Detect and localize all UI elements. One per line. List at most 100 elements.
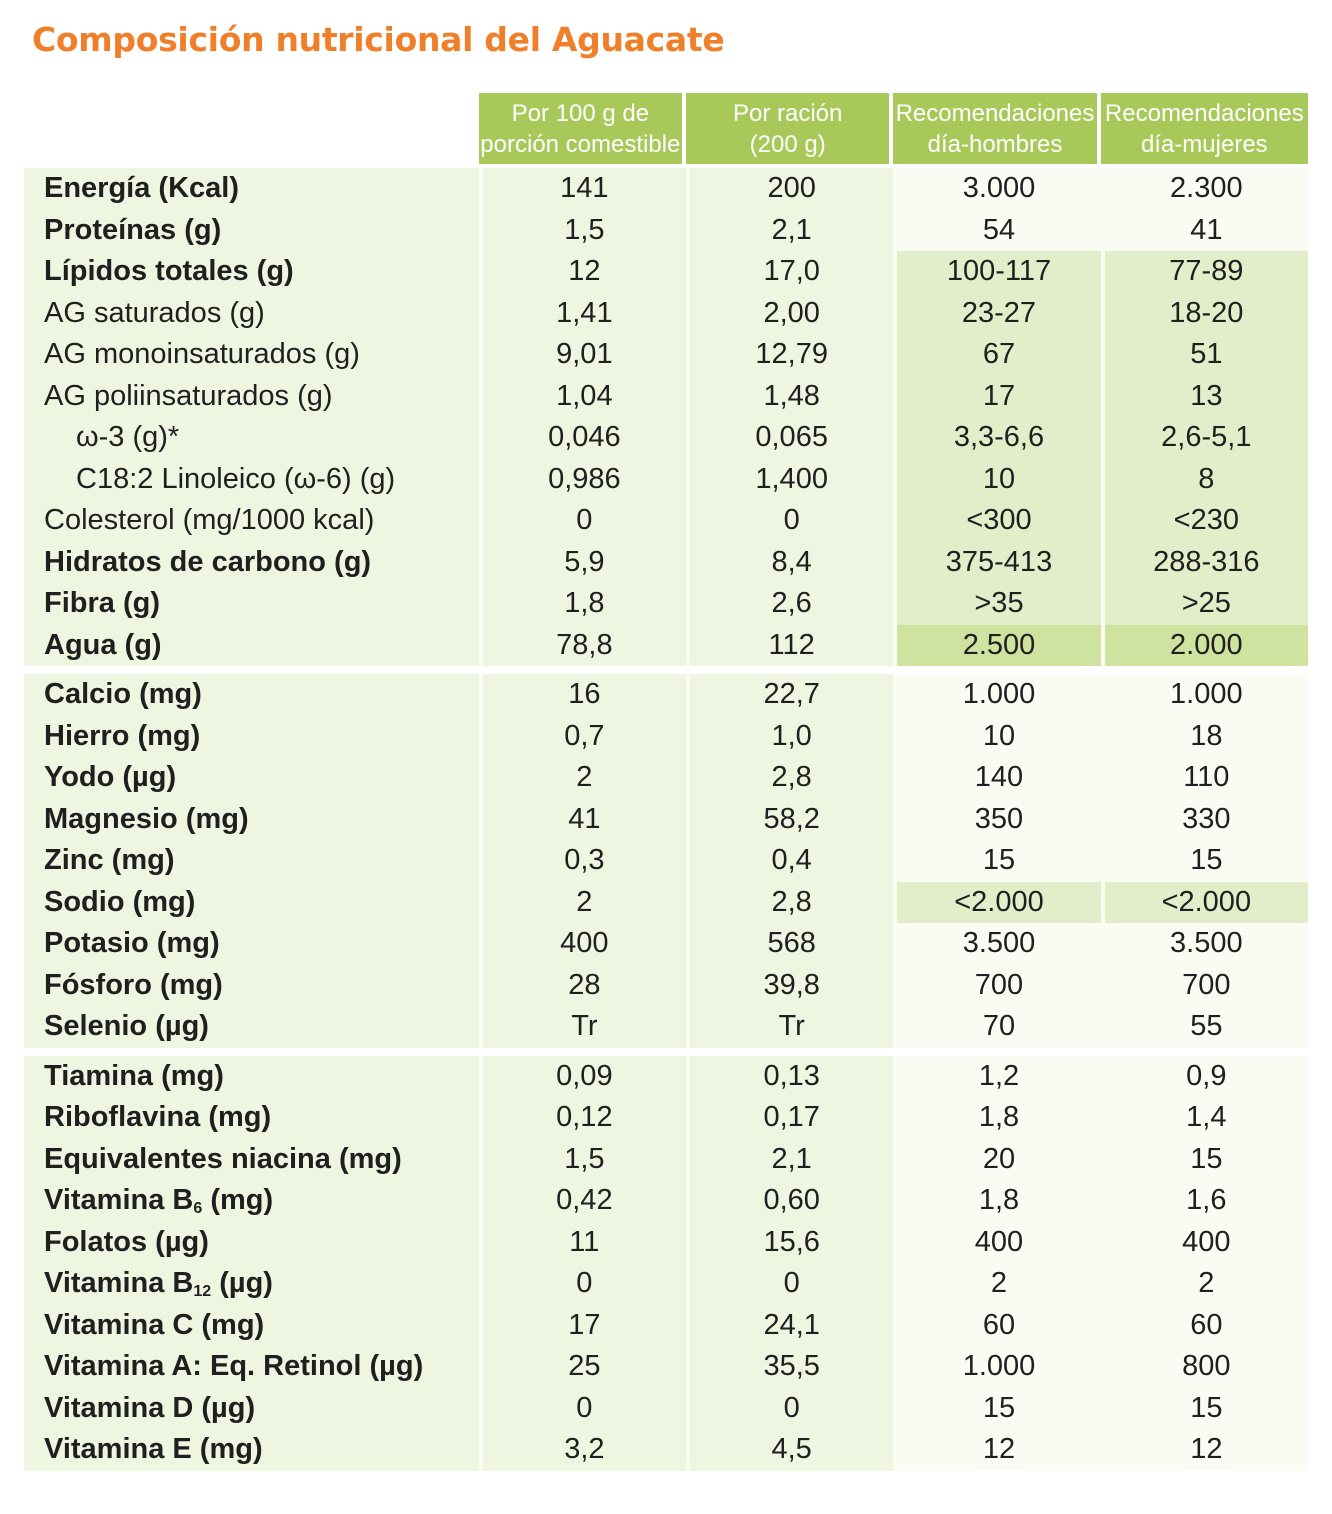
separator-cell	[893, 666, 1101, 674]
nutrient-name: Vitamina B	[44, 1267, 194, 1299]
value-rec-women: 330	[1100, 798, 1308, 840]
value-per-ration: 0	[686, 1387, 894, 1429]
value-per-ration: 15,6	[686, 1221, 894, 1263]
value-per-100g: 141	[478, 168, 687, 210]
value-per-ration: 24,1	[686, 1304, 894, 1346]
value-rec-men: 12	[893, 1429, 1101, 1471]
table-row: Proteínas (g) 1,5 2,1 54 41	[24, 209, 1308, 251]
table-row: AG saturados (g) 1,41 2,00 23-27 18-20	[24, 292, 1308, 334]
value-rec-men: 15	[893, 840, 1101, 882]
value-rec-men: <300	[893, 500, 1101, 542]
value-rec-women: 3.500	[1100, 923, 1308, 965]
value-rec-women: >25	[1100, 583, 1308, 625]
value-per-100g: 0,3	[478, 840, 687, 882]
value-rec-men: 10	[893, 458, 1101, 500]
table-row: Sodio (mg) 2 2,8 <2.000 <2.000	[24, 881, 1308, 923]
nutrient-label: AG poliinsaturados (g)	[24, 375, 479, 417]
value-rec-men: 1.000	[893, 1346, 1101, 1388]
nutrient-name: AG saturados (g)	[44, 296, 265, 329]
value-per-ration: 58,2	[686, 798, 894, 840]
value-per-100g: 41	[478, 798, 687, 840]
value-per-ration: 39,8	[686, 964, 894, 1006]
value-per-100g: 0,42	[478, 1180, 687, 1222]
nutrient-name: Vitamina D (µg)	[44, 1391, 256, 1424]
nutrient-name: Tiamina (mg)	[44, 1059, 224, 1092]
value-rec-women: 800	[1100, 1346, 1308, 1388]
value-rec-men: >35	[893, 583, 1101, 625]
separator-cell	[478, 666, 687, 674]
nutrient-label: Fósforo (mg)	[24, 964, 479, 1006]
nutrient-label: Yodo (µg)	[24, 757, 479, 799]
value-per-ration: 1,0	[686, 715, 894, 757]
header-per-ration: Por ración (200 g)	[686, 93, 894, 168]
table-row: Colesterol (mg/1000 kcal) 0 0 <300 <230	[24, 500, 1308, 542]
value-rec-women: 2	[1100, 1263, 1308, 1305]
value-per-ration: 0,13	[686, 1055, 894, 1097]
nutrient-subscript: 12	[193, 1283, 212, 1300]
nutrient-label: Fibra (g)	[24, 583, 479, 625]
value-per-100g: 0,12	[478, 1097, 687, 1139]
value-rec-women: 51	[1100, 334, 1308, 376]
header-per-100g-line1: Por 100 g de	[511, 99, 650, 127]
value-rec-men: 2.500	[893, 624, 1101, 666]
table-row: Energía (Kcal) 141 200 3.000 2.300	[24, 168, 1308, 210]
nutrient-label: Magnesio (mg)	[24, 798, 479, 840]
value-per-ration: 1,400	[686, 458, 894, 500]
value-rec-men: 3,3-6,6	[893, 417, 1101, 459]
value-per-ration: 2,8	[686, 881, 894, 923]
value-rec-women: 700	[1100, 964, 1308, 1006]
value-rec-women: <2.000	[1100, 881, 1308, 923]
nutrient-label: Equivalentes niacina (mg)	[24, 1138, 479, 1180]
value-rec-men: 2	[893, 1263, 1101, 1305]
value-per-100g: 0,09	[478, 1055, 687, 1097]
value-rec-women: 18-20	[1100, 292, 1308, 334]
group-separator	[24, 1047, 1308, 1056]
nutrient-name: Vitamina B	[44, 1184, 194, 1216]
value-per-100g: 28	[478, 964, 687, 1006]
nutrient-label: AG monoinsaturados (g)	[24, 334, 479, 376]
value-per-ration: 0	[686, 1263, 894, 1305]
value-per-100g: 1,8	[478, 583, 687, 625]
value-rec-women: 60	[1100, 1304, 1308, 1346]
nutrient-label: Folatos (µg)	[24, 1221, 479, 1263]
value-per-100g: 0,986	[478, 458, 687, 500]
header-per-ration-line1: Por ración	[732, 99, 843, 127]
value-rec-men: 1.000	[893, 674, 1101, 716]
table-row: Magnesio (mg) 41 58,2 350 330	[24, 798, 1308, 840]
nutrient-label: Vitamina C (mg)	[24, 1304, 479, 1346]
nutrient-label: Potasio (mg)	[24, 923, 479, 965]
value-per-100g: 1,5	[478, 209, 687, 251]
header-per-100g-line2: porción comestible	[480, 130, 681, 158]
header-row: Por 100 g de porción comestible Por raci…	[24, 93, 1308, 168]
nutrient-label: Vitamina A: Eq. Retinol (µg)	[24, 1346, 479, 1388]
value-per-100g: 0,046	[478, 417, 687, 459]
value-rec-women: 288-316	[1100, 541, 1308, 583]
nutrient-label: ω-3 (g)*	[24, 417, 479, 459]
nutrient-label: Selenio (µg)	[24, 1006, 479, 1048]
value-per-100g: 12	[478, 251, 687, 293]
table-row: Zinc (mg) 0,3 0,4 15 15	[24, 840, 1308, 882]
value-per-100g: 2	[478, 881, 687, 923]
header-men: Recomendaciones día-hombres	[893, 93, 1101, 168]
nutrient-name: Vitamina A: Eq. Retinol (µg)	[44, 1350, 424, 1382]
nutrient-name: Vitamina C (mg)	[44, 1308, 265, 1341]
nutrient-name: AG poliinsaturados (g)	[44, 379, 333, 412]
value-rec-men: 20	[893, 1138, 1101, 1180]
nutrient-name: Lípidos totales (g)	[44, 255, 294, 287]
separator-cell	[1100, 666, 1308, 674]
value-rec-women: 18	[1100, 715, 1308, 757]
nutrient-unit: (mg)	[202, 1184, 274, 1216]
header-men-line2: día-hombres	[927, 130, 1063, 158]
value-rec-women: <230	[1100, 500, 1308, 542]
value-per-100g: 16	[478, 674, 687, 716]
value-rec-men: 140	[893, 757, 1101, 799]
value-per-100g: 1,04	[478, 375, 687, 417]
nutrient-name: Fibra (g)	[44, 587, 160, 619]
header-blank	[24, 93, 479, 168]
nutrient-name: Yodo (µg)	[44, 761, 177, 793]
table-row: Vitamina C (mg) 17 24,1 60 60	[24, 1304, 1308, 1346]
value-per-100g: 1,41	[478, 292, 687, 334]
value-rec-men: 15	[893, 1387, 1101, 1429]
value-rec-men: 1,8	[893, 1180, 1101, 1222]
value-per-ration: 0,17	[686, 1097, 894, 1139]
